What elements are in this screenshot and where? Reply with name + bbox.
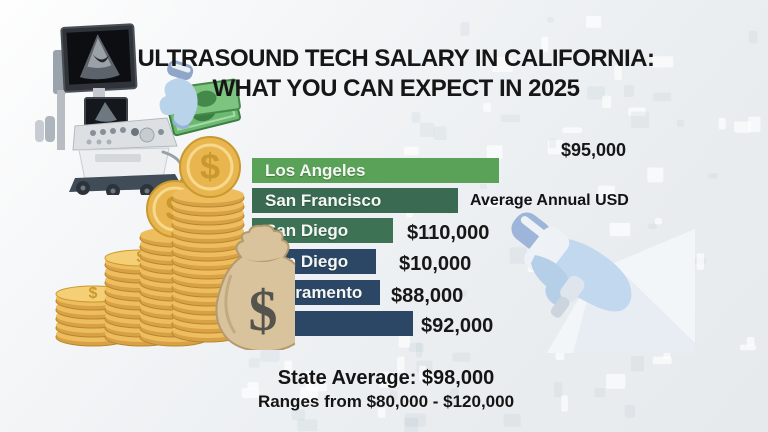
bar-value-label: $10,000	[399, 253, 472, 275]
bar-row-6	[252, 311, 413, 336]
state-average-text: State Average: $98,000	[277, 367, 495, 389]
bar-value-label: $88,000	[391, 285, 464, 307]
bar-city-label: San Diego	[265, 220, 349, 240]
bar-value-label: $92,000	[421, 315, 494, 337]
title-line-1: ULTRASOUND TECH SALARY IN CALIFORNIA:	[137, 45, 655, 72]
page-title: ULTRASOUND TECH SALARY IN CALIFORNIA: WH…	[118, 44, 674, 104]
title-line-2: WHAT YOU CAN EXPECT IN 2025	[212, 75, 580, 102]
salary-range-text: Ranges from $80,000 - $120,000	[257, 392, 515, 411]
bar-city-label: Los Angeles	[265, 160, 366, 180]
bar-city-label: San Francisco	[265, 190, 382, 210]
bar-san-diego: San Diego	[252, 249, 376, 274]
legend-label: Average Annual USD	[470, 192, 629, 209]
bar-value-label: $95,000	[561, 140, 627, 160]
bar-sacramento: Sacramento	[252, 280, 380, 305]
bar-san-diego: San Diego	[252, 218, 393, 243]
bar-san-francisco: San Francisco	[252, 188, 458, 213]
bar-city-label: San Diego	[265, 251, 349, 271]
bar-los-angeles: Los Angeles	[252, 158, 499, 183]
bar-value-label: $110,000	[407, 222, 490, 244]
bar-city-label: Sacramento	[265, 282, 363, 302]
